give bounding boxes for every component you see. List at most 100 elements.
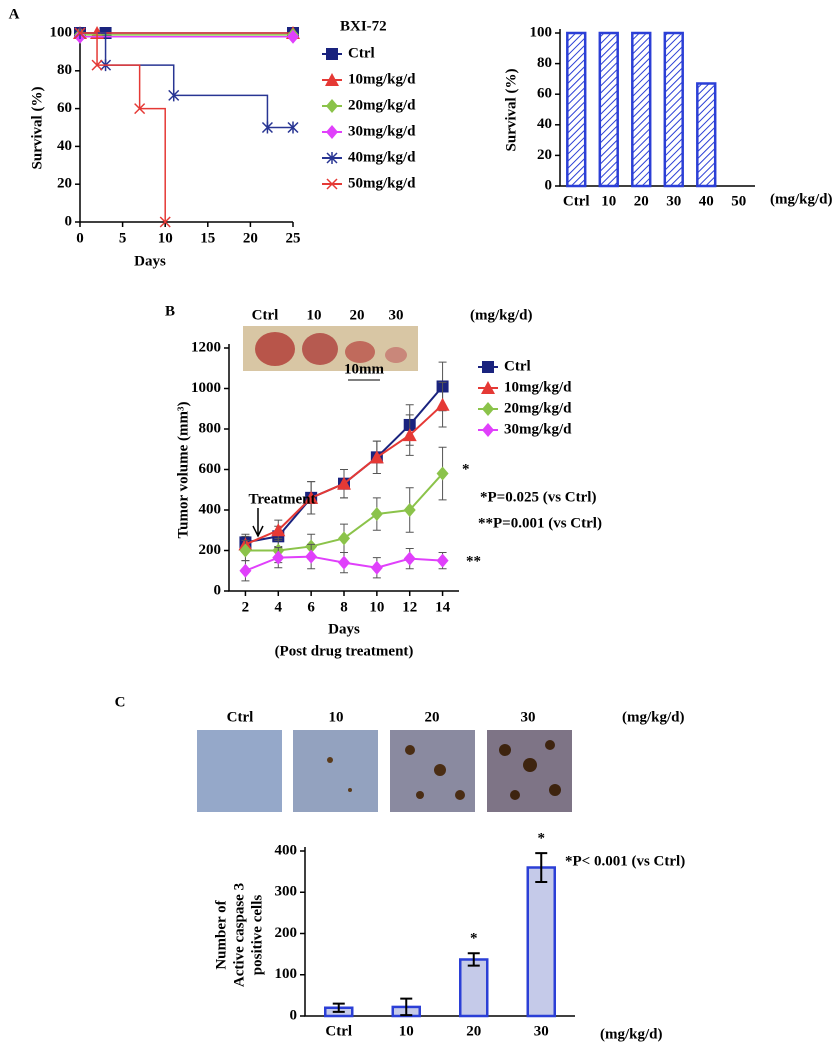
- legend-marker: [326, 99, 338, 113]
- bar: [696, 82, 717, 188]
- y-tick-label: 1200: [191, 339, 221, 355]
- legend-label: 10mg/kg/d: [348, 71, 416, 87]
- panel-label: B: [165, 303, 175, 319]
- x-tick-label: 4: [275, 599, 283, 615]
- series-line: [80, 32, 166, 222]
- marker: [436, 466, 449, 481]
- x-tick-label: 12: [402, 599, 417, 615]
- x-tick-label: 15: [200, 230, 215, 246]
- marker: [168, 89, 180, 102]
- x-axis-label: (Post drug treatment): [275, 643, 414, 659]
- x-axis-label: Days: [134, 253, 166, 269]
- x-tick-label: 20: [634, 193, 649, 209]
- annotation: *P=0.025 (vs Ctrl): [480, 489, 596, 505]
- marker: [436, 553, 449, 568]
- scale-label: 10mm: [344, 361, 384, 377]
- marker: [402, 428, 417, 442]
- x-tick-label: 2: [242, 599, 250, 615]
- y-tick-label: 0: [545, 177, 553, 193]
- x-tick-label: 50: [731, 193, 746, 209]
- y-tick-label: 40: [57, 138, 72, 154]
- marker: [403, 551, 416, 566]
- ihc-tiles: [197, 730, 572, 812]
- y-tick-label: 20: [537, 147, 552, 163]
- y-tick-label: 1000: [191, 380, 221, 396]
- y-tick-label: 0: [290, 1007, 298, 1023]
- marker: [435, 397, 450, 411]
- x-tick-label: Ctrl: [563, 193, 590, 209]
- y-tick-label: 100: [275, 966, 298, 982]
- y-tick-label: 0: [214, 582, 222, 598]
- bar: [566, 31, 587, 188]
- photo-label: 10: [329, 709, 344, 725]
- photo-label: (mg/kg/d): [622, 709, 685, 725]
- y-tick-label: 100: [530, 24, 553, 40]
- marker: [287, 121, 299, 134]
- y-tick-label: 60: [537, 86, 552, 102]
- legend-marker: [326, 152, 338, 164]
- annotation: *P< 0.001 (vs Ctrl): [565, 853, 685, 869]
- x-tick-label: 8: [340, 599, 348, 615]
- y-tick-label: 200: [199, 542, 222, 558]
- marker: [338, 531, 350, 546]
- x-tick-label: 10: [158, 230, 173, 246]
- x-tick-label: 6: [307, 599, 315, 615]
- marker: [369, 450, 384, 464]
- x-tick-label: 10: [369, 599, 384, 615]
- x-axis-label: Days: [328, 621, 360, 637]
- annotation: *: [462, 461, 470, 477]
- legend-label: 30mg/kg/d: [504, 421, 572, 437]
- photo-label: Ctrl: [227, 709, 254, 725]
- legend-marker: [326, 125, 338, 139]
- y-tick-label: 800: [199, 420, 222, 436]
- photo-label: 30: [389, 307, 404, 323]
- y-axis-label: Tumor volume (mm³): [175, 402, 191, 539]
- marker: [239, 563, 252, 578]
- marker: [271, 523, 286, 537]
- legend-marker: [481, 381, 495, 394]
- tumor-photo: [243, 326, 418, 381]
- marker: [134, 103, 146, 115]
- bar: [631, 31, 652, 188]
- legend-label: 40mg/kg/d: [348, 149, 416, 165]
- annotation: **P=0.001 (vs Ctrl): [478, 515, 602, 531]
- y-tick-label: 600: [199, 461, 222, 477]
- x-tick-label: 14: [435, 599, 451, 615]
- marker: [304, 490, 319, 504]
- photo-label: Ctrl: [252, 307, 279, 323]
- annotation: **: [466, 553, 481, 569]
- photo-label: 20: [350, 307, 365, 323]
- marker: [370, 560, 383, 575]
- x-tick-label: 0: [76, 230, 84, 246]
- y-tick-label: 400: [199, 501, 222, 517]
- y-tick-label: 40: [537, 116, 552, 132]
- photo-label: 10: [307, 307, 322, 323]
- bar: [598, 31, 619, 188]
- y-tick-label: 80: [57, 62, 72, 78]
- series-line: [80, 32, 293, 129]
- error-bar: [400, 997, 413, 1017]
- marker: [370, 507, 383, 522]
- y-axis-label: Survival (%): [29, 87, 45, 170]
- x-tick-label: 25: [286, 230, 301, 246]
- x-tick-label: 20: [466, 1023, 481, 1039]
- unit-label: (mg/kg/d): [770, 191, 833, 207]
- marker: [74, 27, 86, 39]
- axis: [79, 29, 293, 223]
- bar: [526, 866, 556, 1018]
- legend-marker: [482, 423, 494, 437]
- marker: [305, 549, 318, 564]
- legend-marker: [326, 48, 338, 60]
- panel-label: A: [9, 6, 20, 22]
- y-tick-label: 80: [537, 55, 552, 71]
- legend-label: 20mg/kg/d: [504, 400, 572, 416]
- legend-label: 50mg/kg/d: [348, 175, 416, 191]
- error-bar: [535, 852, 548, 883]
- y-tick-label: 400: [275, 842, 298, 858]
- y-axis-label: Number of: [213, 899, 229, 969]
- y-axis-label: Active caspase 3: [231, 883, 247, 987]
- photo-label: (mg/kg/d): [470, 307, 533, 323]
- legend-label: 30mg/kg/d: [348, 123, 416, 139]
- axis: [559, 29, 755, 187]
